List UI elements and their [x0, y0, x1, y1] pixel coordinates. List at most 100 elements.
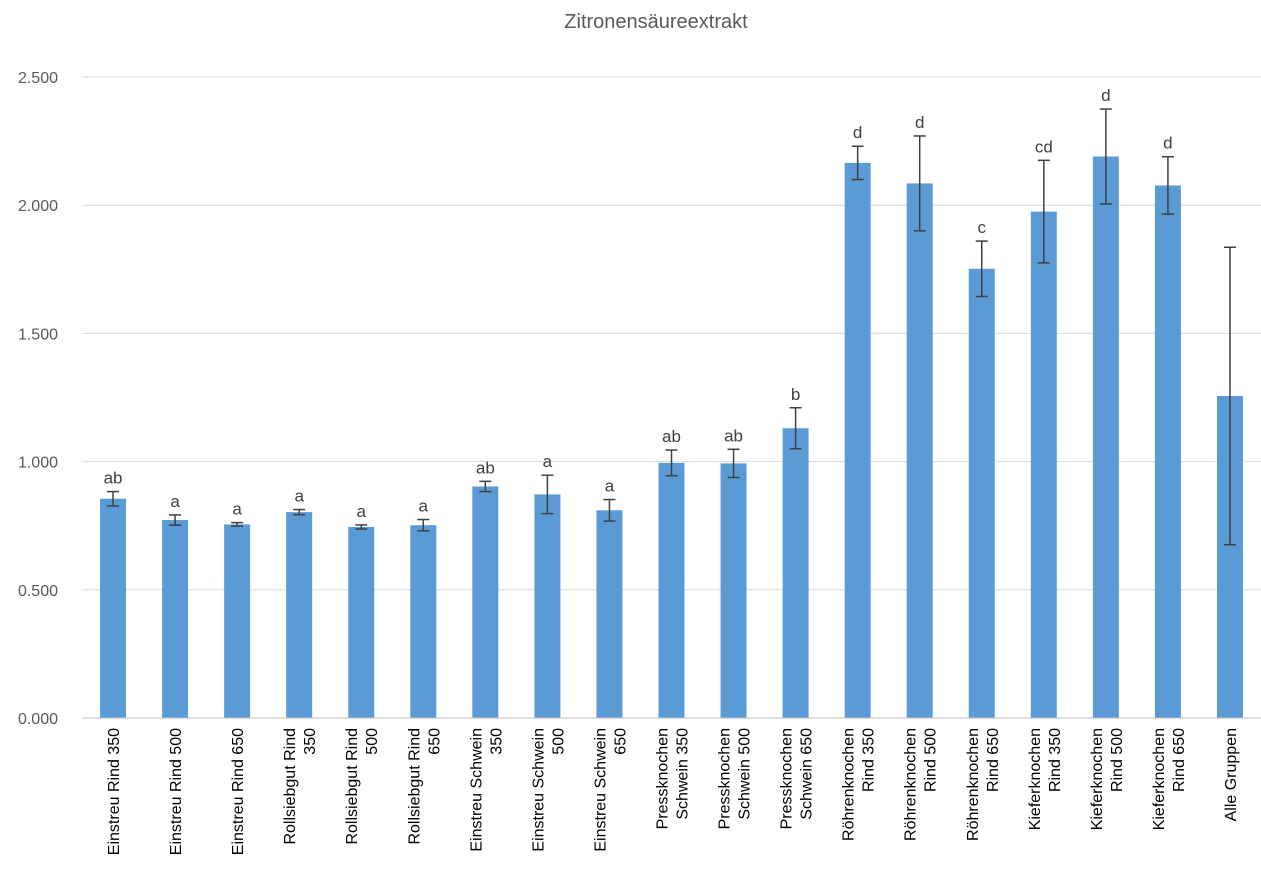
bar — [658, 462, 685, 718]
significance-label: b — [791, 385, 800, 404]
category-label-line: Rollsiebgut Rind — [406, 728, 423, 845]
y-axis-tick-labels: 0.000 0.500 1.000 1.500 2.000 2.500 — [18, 70, 58, 728]
bar — [1030, 211, 1057, 719]
category-label-line: Rind 650 — [1171, 728, 1188, 792]
category-label: Röhrenknochen Rind 650 — [965, 728, 1002, 841]
significance-label: a — [419, 497, 429, 516]
category-label: Einstreu Schwein 650 — [592, 728, 629, 852]
chart-title: Zitronensäureextrakt — [564, 11, 748, 33]
y-tick-label: 2.500 — [18, 70, 58, 87]
category-label-line: 350 — [488, 728, 505, 755]
category-label: Einstreu Schwein 500 — [530, 728, 567, 852]
category-label-line: Schwein 500 — [737, 728, 754, 820]
category-label: Rollsiebgut Rind 500 — [344, 728, 381, 845]
gridlines — [82, 76, 1261, 591]
bar — [348, 526, 375, 718]
significance-label: ab — [724, 426, 743, 445]
y-tick-label: 1.500 — [18, 326, 58, 343]
significance-label: cd — [1035, 137, 1053, 156]
significance-label: d — [915, 113, 924, 132]
category-label-line: Rollsiebgut Rind — [344, 728, 361, 845]
category-label: Kieferknochen Rind 650 — [1151, 728, 1188, 830]
y-tick-label: 1.000 — [18, 455, 58, 472]
bar — [162, 520, 189, 718]
significance-label: d — [1101, 86, 1110, 105]
category-label-line: 350 — [302, 728, 319, 755]
category-label: Pressknochen Schwein 350 — [655, 728, 692, 829]
significance-label: a — [170, 492, 180, 511]
category-label-line: Kieferknochen — [1151, 728, 1168, 830]
bar — [410, 525, 437, 718]
category-label-line: 650 — [612, 728, 629, 755]
error-bars — [107, 108, 1236, 546]
significance-label: a — [294, 487, 304, 506]
category-label-line: 500 — [364, 728, 381, 755]
category-label-line: Pressknochen — [779, 728, 796, 829]
category-label-line: Einstreu Schwein — [468, 728, 485, 852]
y-tick-label: 2.000 — [18, 198, 58, 215]
bar — [286, 512, 313, 718]
bar — [534, 494, 561, 718]
category-label: Röhrenknochen Rind 350 — [841, 728, 878, 841]
significance-label: a — [543, 452, 553, 471]
category-label-line: Schwein 650 — [799, 728, 816, 820]
bar — [906, 183, 933, 718]
category-label-line: 500 — [550, 728, 567, 755]
significance-label: d — [1163, 134, 1172, 153]
category-label-line: Rind 500 — [923, 728, 940, 792]
category-label-line: Einstreu Rind 500 — [168, 728, 185, 855]
significance-label: ab — [662, 427, 681, 446]
category-label-line: Röhrenknochen — [965, 728, 982, 841]
category-label-line: Einstreu Schwein — [592, 728, 609, 852]
category-label: Pressknochen Schwein 500 — [717, 728, 754, 829]
category-label-line: Alle Gruppen — [1223, 728, 1240, 821]
bar — [720, 463, 747, 718]
category-label-line: Kieferknochen — [1089, 728, 1106, 830]
category-label: Alle Gruppen — [1223, 728, 1240, 821]
bar — [968, 268, 995, 718]
bar — [782, 428, 809, 718]
category-label-line: Rind 350 — [861, 728, 878, 792]
category-label: Einstreu Rind 350 — [106, 728, 123, 855]
category-label-line: Pressknochen — [717, 728, 734, 829]
significance-label: ab — [476, 458, 495, 477]
significance-label: a — [232, 500, 242, 519]
category-label-line: Röhrenknochen — [841, 728, 858, 841]
x-axis-category-labels: Einstreu Rind 350 Einstreu Rind 500 Einstr… — [106, 728, 1240, 855]
y-tick-label: 0.000 — [18, 711, 58, 728]
bar — [596, 510, 623, 718]
category-label-line: 650 — [426, 728, 443, 755]
category-label: Pressknochen Schwein 650 — [779, 728, 816, 829]
category-label: Rollsiebgut Rind 350 — [282, 728, 319, 845]
bar — [1092, 156, 1119, 718]
significance-label: ab — [104, 469, 123, 488]
category-label-line: Rollsiebgut Rind — [282, 728, 299, 845]
category-label: Rollsiebgut Rind 650 — [406, 728, 443, 845]
category-label-line: Einstreu Schwein — [530, 728, 547, 852]
bar — [472, 486, 499, 718]
y-tick-label: 0.500 — [18, 583, 58, 600]
category-label-line: Einstreu Rind 350 — [106, 728, 123, 855]
significance-label: a — [357, 502, 367, 521]
significance-labels: ab a a a a a ab a a ab ab b d d c cd d d — [104, 86, 1173, 521]
category-label-line: Röhrenknochen — [903, 728, 920, 841]
significance-label: a — [605, 477, 615, 496]
category-label-line: Pressknochen — [655, 728, 672, 829]
category-label: Einstreu Schwein 350 — [468, 728, 505, 852]
significance-label: c — [978, 218, 987, 237]
bar — [844, 162, 871, 719]
significance-label: d — [853, 123, 862, 142]
bar — [100, 498, 127, 718]
bar — [224, 524, 251, 718]
category-label: Einstreu Rind 650 — [230, 728, 247, 855]
bar — [1154, 185, 1181, 718]
category-label: Kieferknochen Rind 500 — [1089, 728, 1126, 830]
category-label-line: Schwein 350 — [675, 728, 692, 820]
category-label-line: Rind 350 — [1047, 728, 1064, 792]
category-label-line: Rind 500 — [1109, 728, 1126, 792]
category-label: Kieferknochen Rind 350 — [1027, 728, 1064, 830]
category-label: Röhrenknochen Rind 500 — [903, 728, 940, 841]
category-label: Einstreu Rind 500 — [168, 728, 185, 855]
